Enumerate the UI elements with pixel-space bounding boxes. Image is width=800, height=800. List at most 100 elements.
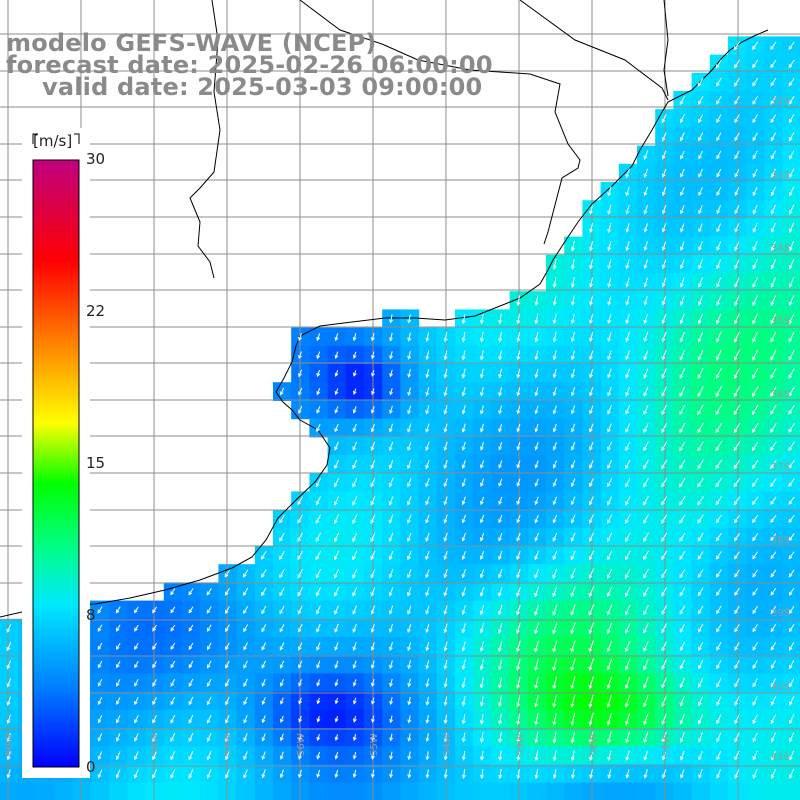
wind-arrow — [734, 241, 740, 251]
wind-arrow — [534, 604, 540, 616]
wind-arrow — [407, 733, 412, 742]
wind-arrow — [170, 696, 176, 706]
wind-arrow — [715, 514, 722, 524]
wind-arrow — [552, 532, 558, 542]
wind-arrow — [388, 441, 394, 451]
wind-arrow — [316, 369, 321, 378]
wind-arrow — [788, 660, 795, 670]
wind-arrow — [425, 569, 430, 579]
wind-arrow — [516, 350, 521, 361]
wind-arrow — [716, 750, 722, 761]
wind-arrow — [334, 751, 339, 760]
wind-arrow — [207, 642, 212, 651]
wind-arrow — [643, 731, 649, 744]
wind-arrow — [770, 459, 777, 469]
wind-arrow — [170, 714, 176, 724]
latitude-label: 39S — [771, 608, 790, 619]
wind-arrow — [407, 532, 412, 542]
wind-arrow — [279, 605, 285, 615]
wind-arrow — [607, 423, 612, 433]
wind-arrow — [643, 622, 649, 634]
wind-speed-cell — [546, 782, 565, 800]
wind-speed-cell — [218, 782, 238, 800]
wind-arrow — [297, 623, 303, 633]
wind-arrow — [443, 496, 448, 506]
wind-arrow — [643, 186, 649, 197]
wind-arrow — [716, 205, 722, 215]
wind-arrow — [788, 222, 795, 233]
wind-arrow — [224, 606, 230, 614]
wind-arrow — [752, 587, 759, 596]
wind-arrow — [788, 569, 795, 578]
border-line — [299, 0, 581, 245]
wind-arrow — [643, 313, 649, 324]
wind-arrow — [734, 96, 740, 105]
wind-arrow — [206, 769, 212, 779]
wind-arrow — [552, 750, 557, 762]
wind-arrow — [770, 605, 777, 615]
wind-arrow — [698, 259, 703, 270]
wind-arrow — [298, 769, 302, 779]
wind-arrow — [716, 295, 722, 306]
wind-arrow — [188, 624, 194, 632]
wind-arrow — [661, 113, 667, 124]
wind-arrow — [498, 405, 503, 415]
wind-speed-cell — [418, 782, 438, 800]
wind-arrow — [280, 697, 284, 705]
wind-arrow — [279, 550, 285, 560]
wind-arrow — [770, 533, 777, 542]
wind-arrow — [661, 568, 668, 579]
wind-arrow — [97, 715, 103, 724]
wind-arrow — [625, 769, 630, 779]
wind-arrow — [534, 750, 539, 762]
wind-arrow — [715, 349, 722, 361]
wind-arrow — [789, 168, 795, 179]
wind-arrow — [134, 751, 139, 761]
wind-arrow — [625, 731, 630, 744]
wind-arrow — [461, 696, 466, 707]
wind-arrow — [571, 769, 575, 779]
wind-arrow — [643, 404, 649, 415]
wind-arrow — [625, 713, 631, 726]
wind-arrow — [661, 550, 668, 561]
wind-arrow — [788, 478, 795, 487]
wind-arrow — [407, 696, 412, 706]
wind-speed-cell — [200, 782, 219, 800]
wind-arrow — [206, 750, 212, 761]
wind-arrow — [607, 259, 612, 270]
wind-arrow — [352, 660, 357, 669]
wind-arrow — [370, 568, 376, 579]
wind-arrow — [679, 677, 686, 689]
wind-arrow — [389, 332, 393, 342]
wind-arrow — [607, 731, 612, 744]
wind-arrow — [334, 351, 339, 360]
wind-arrow — [334, 716, 339, 723]
wind-arrow — [334, 587, 340, 597]
wind-arrow — [516, 423, 521, 433]
wind-arrow — [461, 750, 466, 761]
wind-arrow — [371, 351, 375, 360]
wind-arrow — [552, 694, 557, 708]
wind-arrow — [298, 679, 302, 687]
wind-arrow — [206, 624, 212, 632]
wind-arrow — [788, 313, 795, 325]
wind-arrow — [389, 769, 393, 779]
wind-arrow — [534, 350, 539, 361]
wind-arrow — [225, 751, 230, 761]
wind-arrow — [570, 460, 576, 469]
wind-arrow — [752, 367, 759, 379]
wind-arrow — [716, 114, 722, 124]
wind-arrow — [588, 550, 594, 561]
wind-arrow — [480, 423, 484, 433]
wind-arrow — [116, 697, 121, 706]
wind-arrow — [498, 442, 503, 451]
wind-arrow — [334, 734, 339, 742]
wind-arrow — [116, 660, 121, 669]
wind-arrow — [625, 550, 631, 561]
wind-arrow — [588, 712, 594, 726]
wind-arrow — [679, 587, 686, 597]
wind-arrow — [607, 514, 613, 524]
wind-speed-cell — [618, 782, 638, 800]
wind-arrow — [643, 769, 648, 779]
